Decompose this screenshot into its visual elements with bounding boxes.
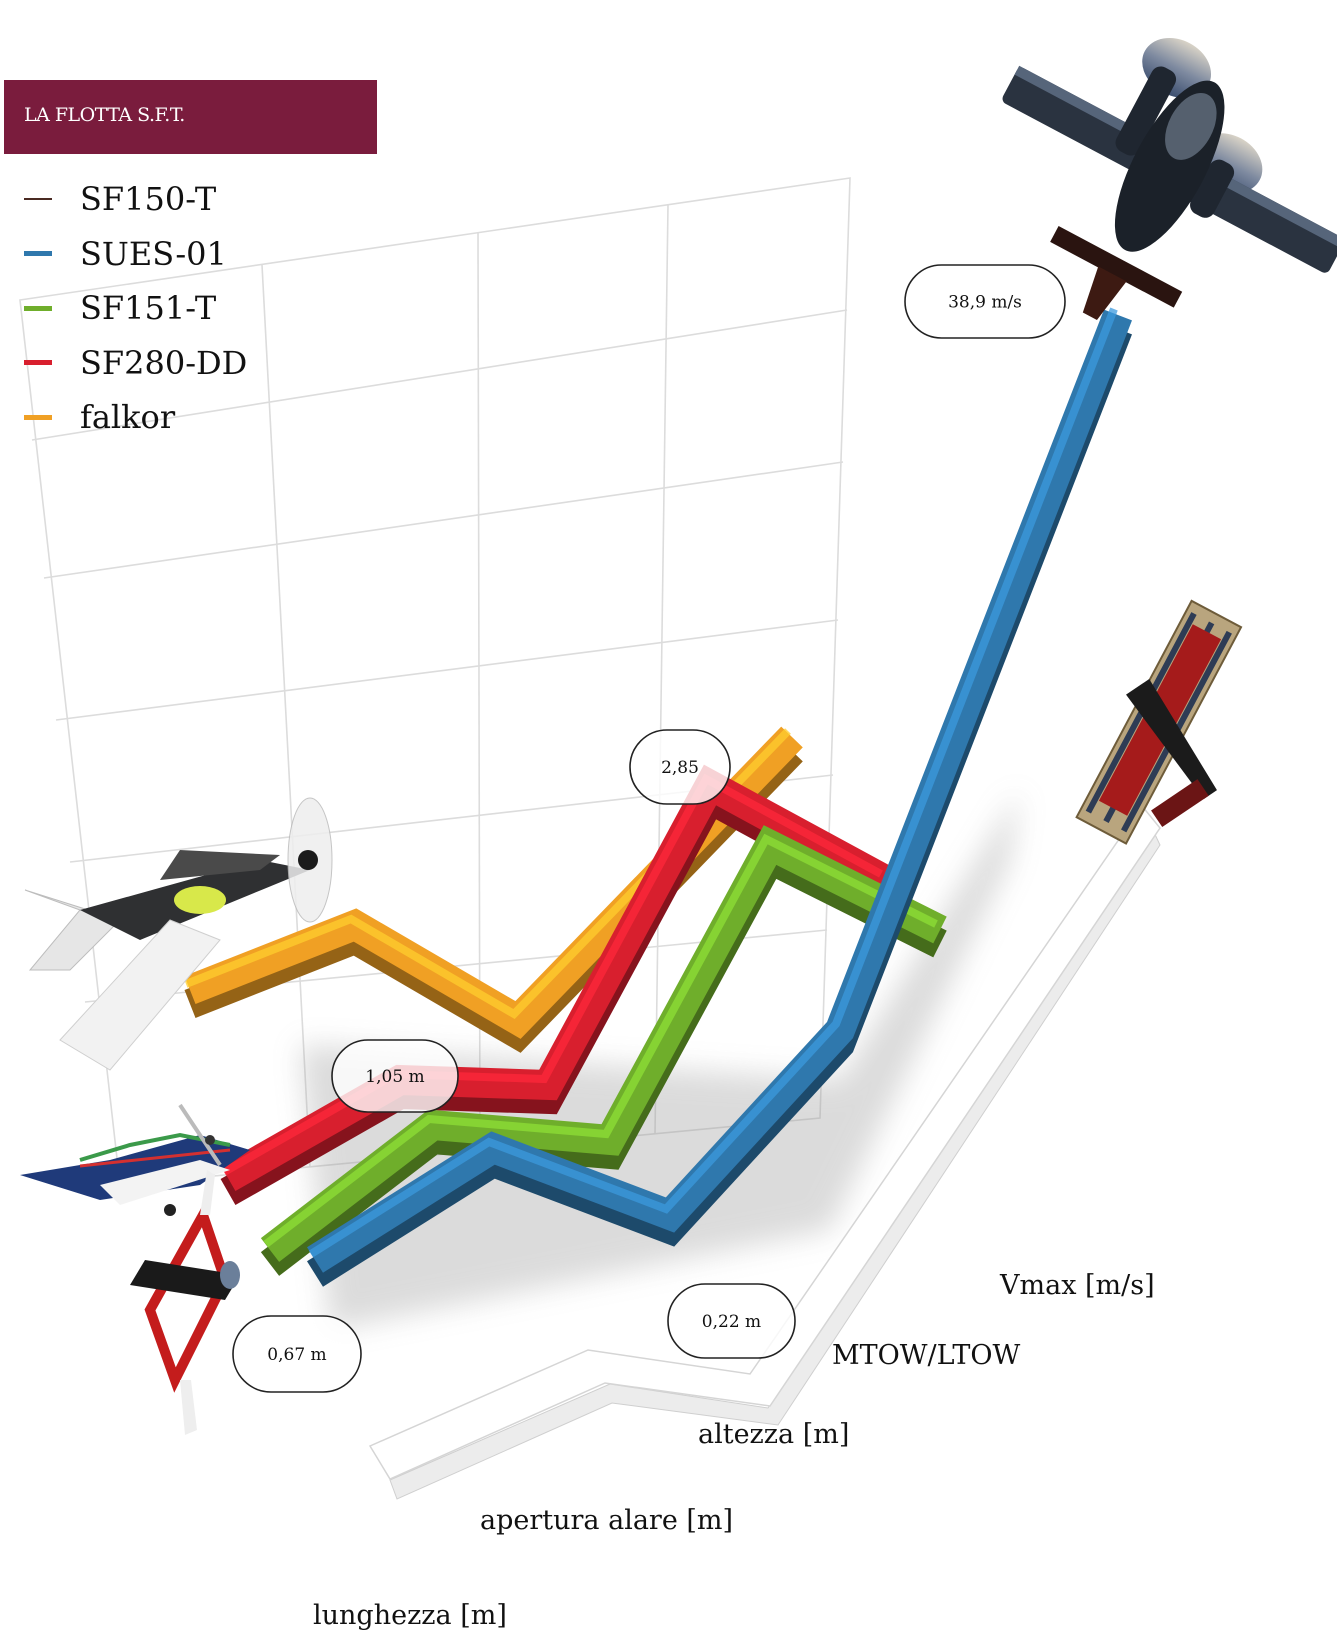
chart-grid [19,177,851,1186]
airplane-icon [1002,37,1337,321]
data-label: 1,05 m [331,1039,459,1113]
data-label: 38,9 m/s [904,264,1066,339]
axis-label-lunghezza: lunghezza [m] [313,1600,507,1631]
data-label-text: 1,05 m [365,1067,424,1087]
axis-label-mtow: MTOW/LTOW [832,1340,1021,1371]
legend-item: SF280-DD [24,336,247,391]
series-baseline-ribbon [368,804,1161,1500]
data-label-frame [232,1315,362,1393]
series-ribbon-highlight [263,833,938,1248]
series-ribbon-sues-01 [307,307,1132,1287]
airplane-icon [20,1103,250,1216]
data-label-frame [667,1283,796,1359]
legend-swatch [24,360,52,366]
airplane-icon [24,797,333,1071]
legend-swatch [24,251,52,257]
data-label: 0,22 m [667,1283,796,1359]
data-labels: 38,9 m/s 2,85 1,05 m 0,67 m 0,22 m [232,264,1066,1393]
data-label-frame [904,264,1066,339]
legend-item: SF151-T [24,281,247,336]
series-ribbon-highlight [308,307,1118,1258]
legend-swatch [24,414,52,420]
data-label-text: 0,22 m [702,1312,761,1332]
series-ribbons [184,307,1132,1287]
data-label: 0,67 m [232,1315,362,1393]
axis-label-apertura: apertura alare [m] [480,1505,734,1536]
series-ribbon-top [307,309,1132,1273]
legend-item: SUES-01 [24,227,247,282]
legend-label: SUES-01 [80,234,227,273]
legend-label: SF150-T [80,180,217,219]
data-label-text: 2,85 [661,758,699,778]
chart-legend: SF150-T SUES-01 SF151-T SF280-DD falkor [24,172,247,445]
data-label-frame [629,729,731,805]
legend-item: SF150-T [24,172,247,227]
series-ribbon-sf151-t [260,825,947,1276]
data-label-frame [331,1039,459,1113]
data-label-text: 38,9 m/s [948,293,1022,313]
legend-item: falkor [24,390,247,445]
legend-label: SF280-DD [80,343,248,382]
airplane-icon [130,1170,240,1435]
chart-title: LA FLOTTA S.F.T. [4,80,377,154]
axis-label-altezza: altezza [m] [698,1419,850,1450]
data-label-text: 0,67 m [267,1345,326,1365]
series-ribbon-highlight [222,773,883,1176]
legend-label: falkor [80,398,176,437]
data-label: 2,85 [629,729,731,805]
airplane-icon [1075,599,1243,845]
axis-label-vmax: Vmax [m/s] [1000,1270,1155,1301]
legend-swatch [24,305,52,311]
floor-shadow [300,790,1020,1330]
legend-swatch [24,198,52,201]
legend-label: SF151-T [80,289,217,328]
